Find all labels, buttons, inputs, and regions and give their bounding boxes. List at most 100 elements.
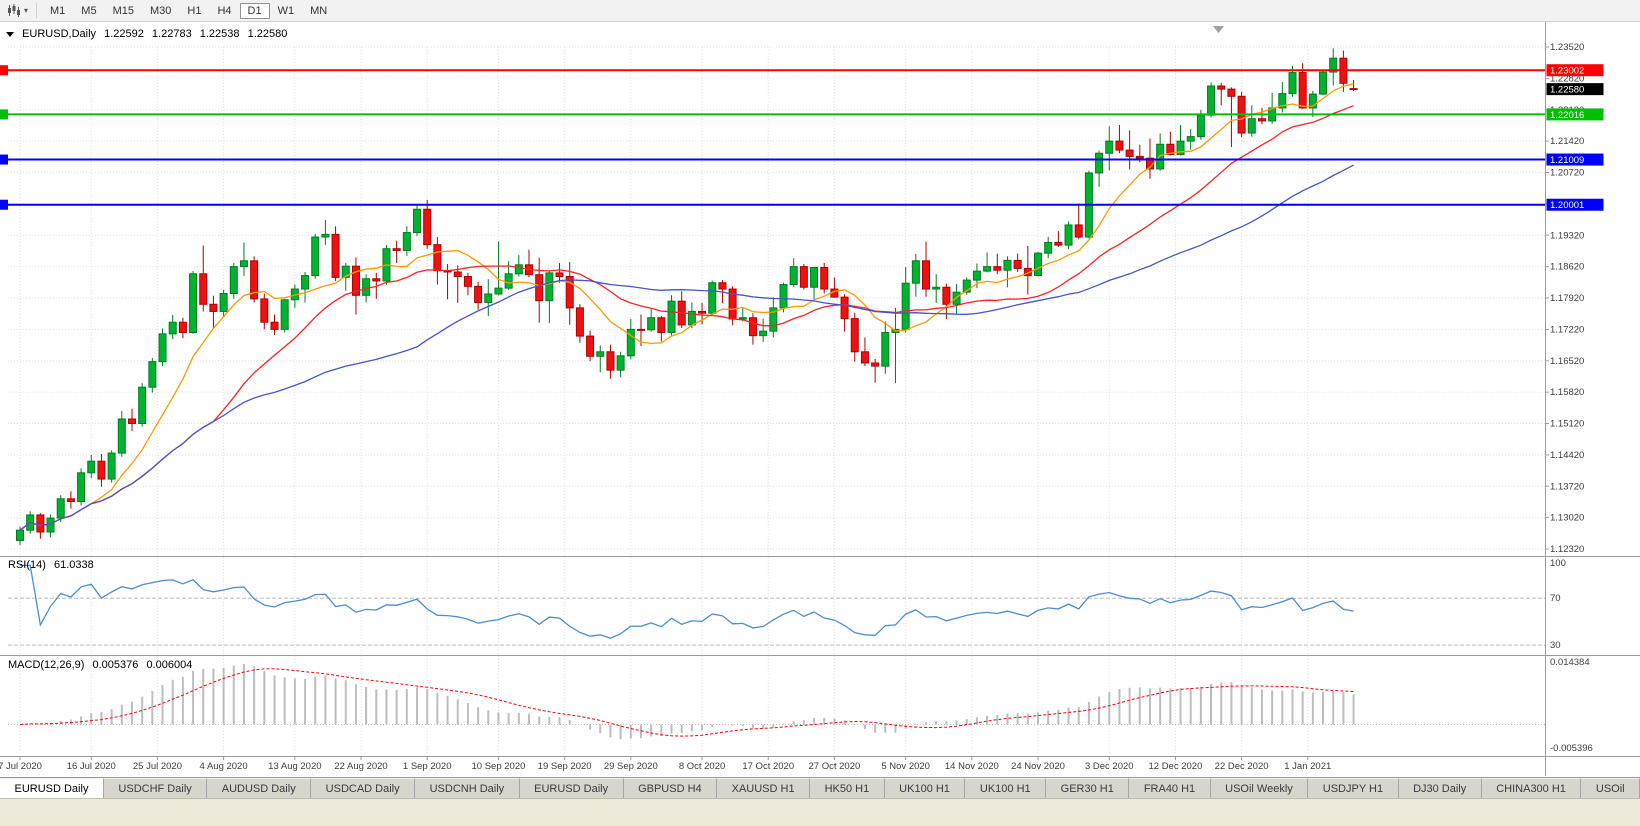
tab-gbpusd-h4[interactable]: GBPUSD H4 bbox=[623, 778, 718, 799]
date-tick-label: 1 Sep 2020 bbox=[403, 761, 452, 772]
candlestick-chart-icon[interactable] bbox=[5, 3, 23, 18]
candle bbox=[178, 321, 187, 334]
candle bbox=[911, 260, 920, 284]
date-tick-label: 25 Jul 2020 bbox=[133, 761, 182, 772]
price-tag bbox=[1546, 198, 1604, 211]
tab-uk100-h1[interactable]: UK100 H1 bbox=[965, 778, 1047, 799]
tab-usdchf-daily[interactable]: USDCHF Daily bbox=[103, 778, 208, 799]
candle bbox=[1257, 118, 1266, 122]
tf-button-w1[interactable]: W1 bbox=[277, 4, 295, 17]
candle bbox=[392, 248, 401, 251]
date-tick-label: 14 Nov 2020 bbox=[945, 761, 999, 772]
tab-usoil-weekly[interactable]: USOil Weekly bbox=[1210, 778, 1309, 799]
tf-button-h4[interactable]: H4 bbox=[217, 4, 232, 17]
tab-ger30-h1[interactable]: GER30 H1 bbox=[1046, 778, 1130, 799]
candle bbox=[77, 472, 86, 502]
candle bbox=[372, 278, 381, 282]
tf-button-m5[interactable]: M5 bbox=[81, 4, 97, 17]
candle bbox=[66, 498, 75, 502]
candle bbox=[351, 265, 360, 296]
candle bbox=[657, 317, 666, 334]
candle bbox=[860, 351, 869, 364]
tab-dj30-daily[interactable]: DJ30 Daily bbox=[1398, 778, 1482, 799]
tab-audusd-daily[interactable]: AUDUSD Daily bbox=[207, 778, 312, 799]
tab-eurusd-daily[interactable]: EURUSD Daily bbox=[519, 778, 624, 799]
tab-hk50-h1[interactable]: HK50 H1 bbox=[810, 778, 885, 799]
macd-panel[interactable] bbox=[8, 655, 1545, 756]
macd-axis-top-label: 0.014384 bbox=[1550, 657, 1590, 668]
price-axis[interactable] bbox=[1545, 22, 1640, 756]
tab-fra40-h1[interactable]: FRA40 H1 bbox=[1129, 778, 1211, 799]
chart-menu-icon[interactable] bbox=[6, 32, 14, 37]
line-edge-marker bbox=[0, 109, 8, 120]
tf-button-d1[interactable]: D1 bbox=[239, 2, 270, 19]
horizontal-line-1.21009[interactable] bbox=[0, 154, 1545, 165]
candle bbox=[1298, 72, 1307, 109]
price-tick-label: 1.16520 bbox=[1550, 356, 1584, 367]
candle bbox=[901, 282, 910, 330]
time-axis[interactable] bbox=[0, 756, 1545, 776]
chart-canvas[interactable]: 1.235201.228201.221201.214201.207201.200… bbox=[0, 22, 1640, 776]
tf-button-m15[interactable]: M15 bbox=[112, 4, 134, 17]
tab-usoil[interactable]: USOil bbox=[1581, 778, 1640, 799]
ma-8-line bbox=[19, 83, 1354, 531]
candle bbox=[1115, 140, 1124, 151]
rsi-value: 61.0338 bbox=[53, 559, 94, 571]
candle bbox=[56, 498, 65, 519]
macd-header: MACD(12,26,9) 0.005376 0.006004 bbox=[8, 659, 197, 671]
tab-china300-h1[interactable]: CHINA300 H1 bbox=[1481, 778, 1582, 799]
candle bbox=[1349, 88, 1358, 91]
price-tag bbox=[1546, 108, 1604, 121]
price-tag bbox=[1546, 64, 1604, 77]
rsi-panel[interactable] bbox=[8, 556, 1545, 655]
candle bbox=[555, 272, 564, 277]
price-tick-label: 1.15120 bbox=[1550, 419, 1584, 430]
macd-signal-value: 0.006004 bbox=[146, 659, 193, 671]
candle bbox=[881, 332, 890, 367]
candle bbox=[209, 303, 218, 312]
chart-shift-marker-icon[interactable] bbox=[1213, 26, 1224, 33]
candle bbox=[1217, 85, 1226, 90]
candle bbox=[1278, 93, 1287, 109]
rsi-label: RSI(14) bbox=[8, 559, 46, 571]
candle bbox=[1125, 149, 1134, 157]
candle bbox=[127, 418, 136, 424]
candle bbox=[413, 208, 422, 234]
candle bbox=[117, 418, 126, 454]
tf-button-h1[interactable]: H1 bbox=[187, 4, 202, 17]
chevron-down-icon[interactable]: ▾ bbox=[24, 6, 29, 15]
date-tick-label: 19 Sep 2020 bbox=[538, 761, 592, 772]
candle bbox=[199, 273, 208, 305]
tab-xauusd-h1[interactable]: XAUUSD H1 bbox=[717, 778, 811, 799]
candle bbox=[87, 460, 96, 474]
horizontal-line-1.23002[interactable] bbox=[0, 65, 1545, 76]
chart-plot-area[interactable] bbox=[8, 22, 1545, 556]
candle bbox=[474, 285, 483, 303]
candle bbox=[932, 286, 941, 290]
candle bbox=[1064, 224, 1073, 246]
candle bbox=[1227, 88, 1236, 97]
candle bbox=[942, 286, 951, 305]
tf-button-mn[interactable]: MN bbox=[310, 4, 328, 17]
svg-text:1.22016: 1.22016 bbox=[1550, 110, 1584, 121]
horizontal-line-1.22016[interactable] bbox=[0, 109, 1545, 120]
tab-usdjpy-h1[interactable]: USDJPY H1 bbox=[1308, 778, 1399, 799]
candle bbox=[535, 274, 544, 302]
candle bbox=[280, 299, 289, 330]
macd-label: MACD(12,26,9) bbox=[8, 659, 85, 671]
candle bbox=[331, 233, 340, 278]
date-tick-label: 1 Jan 2021 bbox=[1284, 761, 1331, 772]
candle bbox=[993, 266, 1002, 271]
horizontal-line-1.20001[interactable] bbox=[0, 199, 1545, 210]
axis-layer: 1.235201.228201.221201.214201.207201.200… bbox=[0, 22, 1640, 776]
candle bbox=[463, 275, 472, 287]
tab-uk100-h1[interactable]: UK100 H1 bbox=[884, 778, 966, 799]
chart-close-value: 1.22580 bbox=[247, 28, 288, 40]
candle bbox=[239, 260, 248, 268]
tab-usdcnh-daily[interactable]: USDCNH Daily bbox=[415, 778, 520, 799]
tf-button-m30[interactable]: M30 bbox=[149, 4, 172, 17]
tab-eurusd-daily[interactable]: EURUSD Daily bbox=[0, 778, 104, 799]
tab-usdcad-daily[interactable]: USDCAD Daily bbox=[311, 778, 416, 799]
tf-button-m1[interactable]: M1 bbox=[50, 4, 66, 17]
